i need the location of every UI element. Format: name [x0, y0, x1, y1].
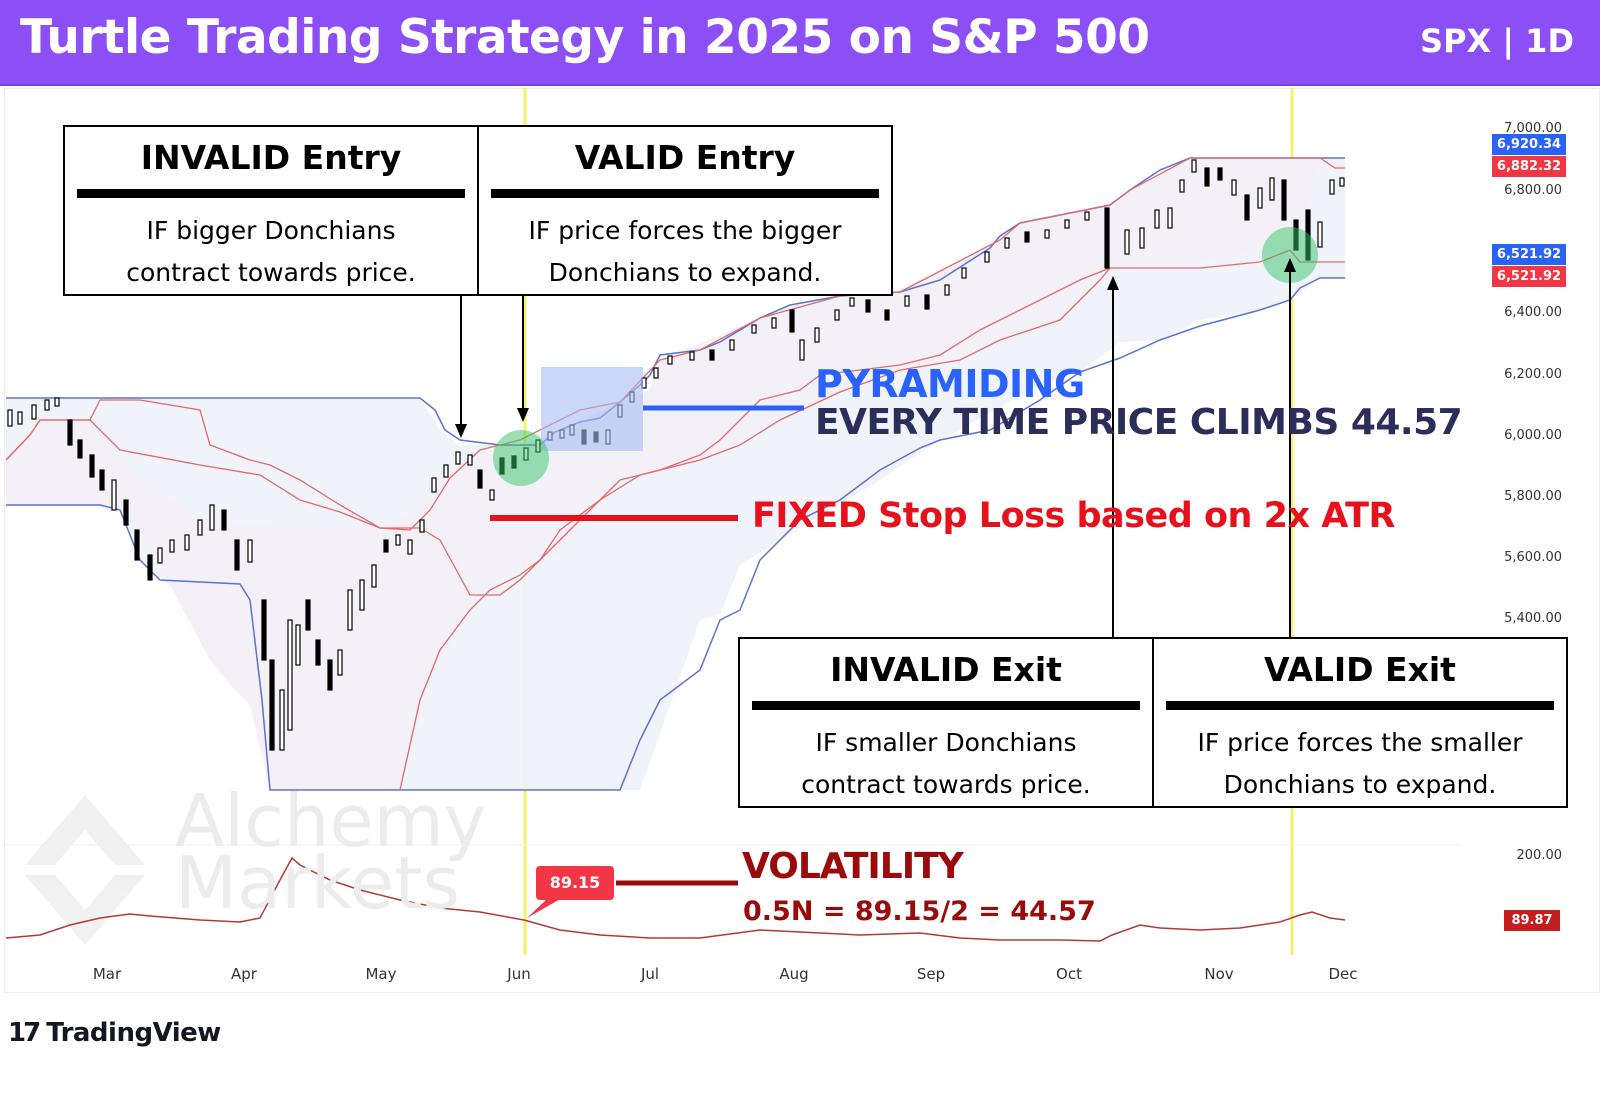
- valid-exit-panel: VALID Exit IF price forces the smaller D…: [1152, 639, 1566, 806]
- y-axis-label: 6,000.00: [1504, 428, 1562, 443]
- pyramiding-subtitle: EVERY TIME PRICE CLIMBS 44.57: [815, 402, 1463, 443]
- small-lower-price-tag: 6,521.92: [1492, 266, 1566, 287]
- upper-donchian-price-tag: 6,920.34: [1492, 134, 1566, 155]
- pyramiding-title: PYRAMIDING: [815, 362, 1085, 406]
- lower-donchian-line: [6, 277, 1345, 791]
- page-title: Turtle Trading Strategy in 2025 on S&P 5…: [20, 10, 1150, 65]
- x-axis-label: Sep: [916, 965, 946, 983]
- x-axis-label: Nov: [1204, 965, 1234, 983]
- exit-signal-marker: [1262, 227, 1318, 283]
- entry-rules-box: INVALID Entry IF bigger Donchians contra…: [63, 125, 893, 296]
- y-axis-label: 6,400.00: [1504, 305, 1562, 320]
- symbol-timeframe: SPX | 1D: [1420, 22, 1574, 60]
- tradingview-wordmark: TradingView: [46, 1018, 221, 1048]
- small-upper-price-tag: 6,882.32: [1492, 156, 1566, 177]
- x-axis-label: Aug: [779, 965, 809, 983]
- atr-callout: 89.15: [536, 866, 614, 900]
- x-axis-label: Oct: [1056, 965, 1082, 983]
- tradingview-logo[interactable]: 17 TradingView: [8, 1018, 221, 1048]
- y-axis-label: 5,800.00: [1504, 489, 1562, 504]
- title-banner: Turtle Trading Strategy in 2025 on S&P 5…: [0, 0, 1600, 86]
- x-axis-label: Jul: [640, 965, 660, 983]
- invalid-exit-arrow-icon: [1107, 276, 1119, 290]
- small-donchian-lower-line: [5, 249, 1345, 596]
- volatility-axis-label: 200.00: [1516, 848, 1563, 863]
- valid-entry-panel: VALID Entry IF price forces the bigger D…: [477, 127, 891, 294]
- exit-rules-box: INVALID Exit IF smaller Donchians contra…: [738, 637, 1568, 808]
- alchemy-logo-icon: [25, 795, 145, 945]
- x-axis-label: Dec: [1328, 965, 1358, 983]
- stop-loss-label: FIXED Stop Loss based on 2x ATR: [752, 496, 1395, 536]
- invalid-entry-arrow-icon: [455, 424, 467, 438]
- y-axis-label: 5,600.00: [1504, 550, 1562, 565]
- lower-donchian-price-tag: 6,521.92: [1492, 244, 1566, 265]
- tradingview-logo-icon: 17: [8, 1018, 41, 1048]
- small-donchian-outer-line: [399, 267, 1111, 791]
- x-axis-label: Apr: [231, 965, 257, 983]
- valid-exit-arrow-icon: [1284, 258, 1296, 272]
- valid-entry-arrow-icon: [517, 408, 529, 422]
- pyramiding-zone: [541, 367, 643, 451]
- volatility-line: [5, 856, 1346, 942]
- watermark: Alchemy Markets: [175, 779, 487, 925]
- x-axis-label: Mar: [92, 965, 122, 983]
- invalid-exit-panel: INVALID Exit IF smaller Donchians contra…: [740, 639, 1152, 806]
- small-donchian-upper-line: [5, 157, 1345, 531]
- volatility-title: VOLATILITY: [742, 846, 964, 887]
- x-axis-label: Jun: [507, 965, 531, 983]
- y-axis-label: 7,000.00: [1504, 121, 1562, 136]
- y-axis-label: 5,400.00: [1504, 611, 1562, 626]
- volatility-formula: 0.5N = 89.15/2 = 44.57: [743, 896, 1096, 927]
- x-axis-label: May: [365, 965, 397, 983]
- entry-signal-marker: [493, 430, 549, 486]
- candlesticks: [7, 159, 1345, 751]
- y-axis-label: 6,200.00: [1504, 367, 1562, 382]
- volatility-value-tag: 89.87: [1504, 910, 1560, 931]
- y-axis-label: 6,800.00: [1504, 183, 1562, 198]
- invalid-entry-panel: INVALID Entry IF bigger Donchians contra…: [65, 127, 477, 294]
